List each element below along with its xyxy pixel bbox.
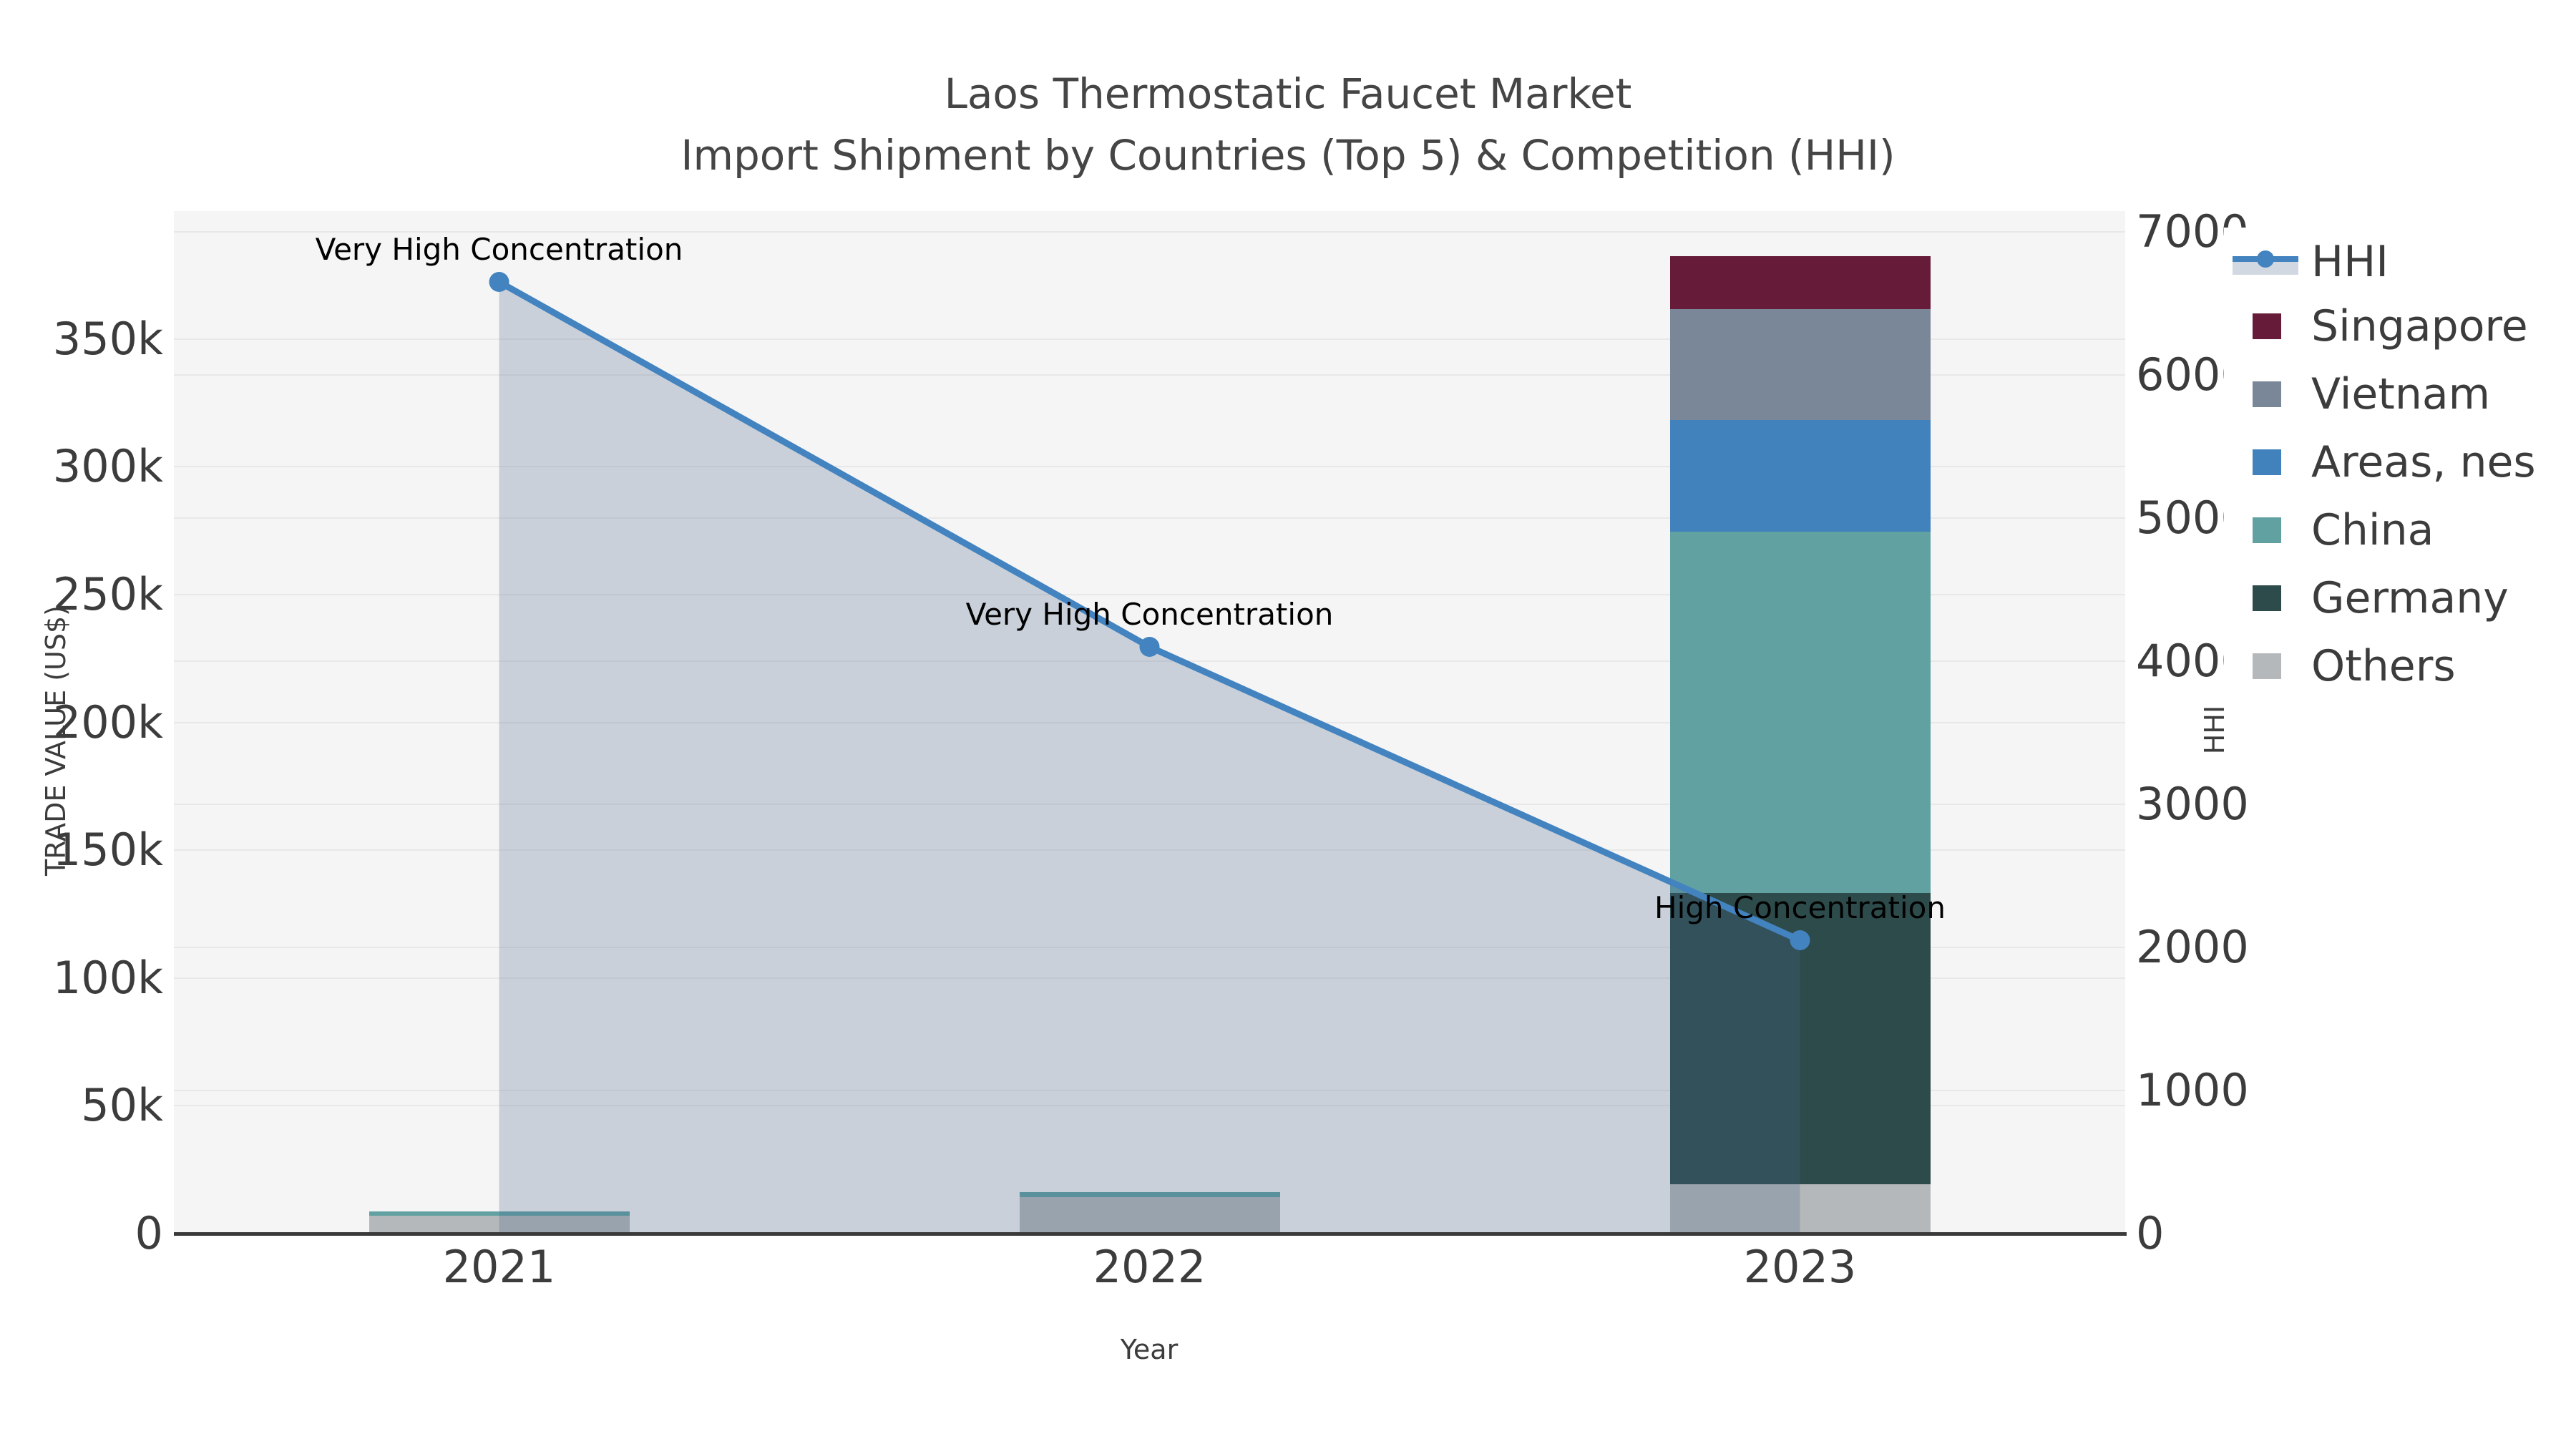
legend-item-others: Others (2224, 640, 2576, 692)
y-right-tick-1000: 1000 (2136, 1064, 2249, 1116)
x-tick-2023: 2023 (1743, 1241, 1857, 1293)
y-left-tick-100k: 100k (52, 951, 163, 1004)
gridline (174, 517, 2125, 519)
x-tick-2021: 2021 (442, 1241, 556, 1293)
y-left-tick-200k: 200k (52, 696, 163, 748)
legend-label: China (2311, 505, 2434, 555)
hhi-marker-2022 (1139, 637, 1160, 657)
legend-label: Others (2311, 641, 2456, 691)
y-right-tick-0: 0 (2136, 1207, 2165, 1259)
gridline (174, 849, 2125, 852)
chart-title-line2: Import Shipment by Countries (Top 5) & C… (680, 131, 1896, 180)
y-left-tick-150k: 150k (52, 824, 163, 877)
gridline (174, 231, 2125, 233)
chart-legend: HHI Singapore Vietnam Areas, nes China German… (2224, 228, 2576, 714)
legend-swatch-singapore (2253, 313, 2281, 339)
hhi-line-layer (489, 272, 1810, 1234)
legend-item-china: China (2224, 504, 2576, 556)
legend-swatch-germany (2253, 585, 2281, 611)
legend-item-germany: Germany (2224, 572, 2576, 624)
y-left-tick-300k: 300k (52, 440, 163, 493)
y-left-tick-350k: 350k (52, 312, 163, 365)
legend-item-singapore: Singapore (2224, 301, 2576, 352)
gridline (174, 660, 2125, 662)
y-right-tick-3000: 3000 (2136, 778, 2249, 830)
x-axis-line (174, 1232, 2127, 1236)
bar-segment-china-2021 (369, 1211, 630, 1216)
y-left-axis-title: TRADE VALUE (US$) (40, 605, 72, 876)
plot-area: Very High Concentration Very High Concent… (174, 211, 2125, 1234)
legend-swatch-vietnam (2253, 381, 2281, 407)
legend-label: Singapore (2311, 301, 2528, 351)
annotation-2021: Very High Concentration (315, 232, 683, 267)
gridline (174, 466, 2125, 468)
legend-item-areas-nes: Areas, nes (2224, 436, 2576, 488)
y-left-tick-0: 0 (135, 1207, 163, 1259)
bar-segment-others-2021 (369, 1215, 630, 1234)
hhi-area-fill (499, 282, 1800, 1234)
bar-segment-others-2022 (1019, 1196, 1280, 1234)
chart-title-line1: Laos Thermostatic Faucet Market (944, 69, 1632, 118)
y-left-tick-50k: 50k (81, 1079, 163, 1132)
legend-label: Germany (2311, 573, 2509, 623)
gridline (174, 1105, 2125, 1107)
y-right-tick-2000: 2000 (2136, 921, 2249, 973)
legend-swatch-others (2253, 653, 2281, 679)
x-tick-2022: 2022 (1093, 1241, 1206, 1293)
annotation-2022: Very High Concentration (965, 597, 1334, 632)
legend-swatch-china (2253, 517, 2281, 543)
gridline (174, 1090, 2125, 1091)
x-axis-title: Year (1120, 1334, 1179, 1365)
gridline (174, 947, 2125, 948)
gridline (174, 593, 2125, 595)
hhi-marker-2021 (489, 272, 509, 292)
gridline (174, 338, 2125, 340)
legend-label: Vietnam (2311, 369, 2491, 419)
gridline (174, 374, 2125, 376)
hhi-marker-2023 (1790, 930, 1810, 950)
gridline (174, 977, 2125, 979)
bar-segment-areas-nes-2023 (1669, 420, 1931, 532)
legend-swatch-areas-nes (2253, 449, 2281, 475)
legend-item-vietnam: Vietnam (2224, 369, 2576, 420)
bar-segment-others-2023 (1669, 1184, 1931, 1234)
hhi-marker-icon (2257, 250, 2274, 268)
bar-segment-vietnam-2023 (1669, 309, 1931, 421)
legend-label: HHI (2311, 237, 2389, 287)
gridline (174, 721, 2125, 723)
gridline (174, 804, 2125, 805)
annotation-2023: High Concentration (1654, 890, 1946, 925)
bar-segment-china-2022 (1019, 1191, 1280, 1197)
legend-label: Areas, nes (2311, 437, 2536, 487)
bar-segment-china-2023 (1669, 532, 1931, 894)
legend-item-hhi: HHI (2224, 236, 2576, 288)
y-left-tick-250k: 250k (52, 567, 163, 620)
bar-segment-singapore-2023 (1669, 256, 1931, 310)
